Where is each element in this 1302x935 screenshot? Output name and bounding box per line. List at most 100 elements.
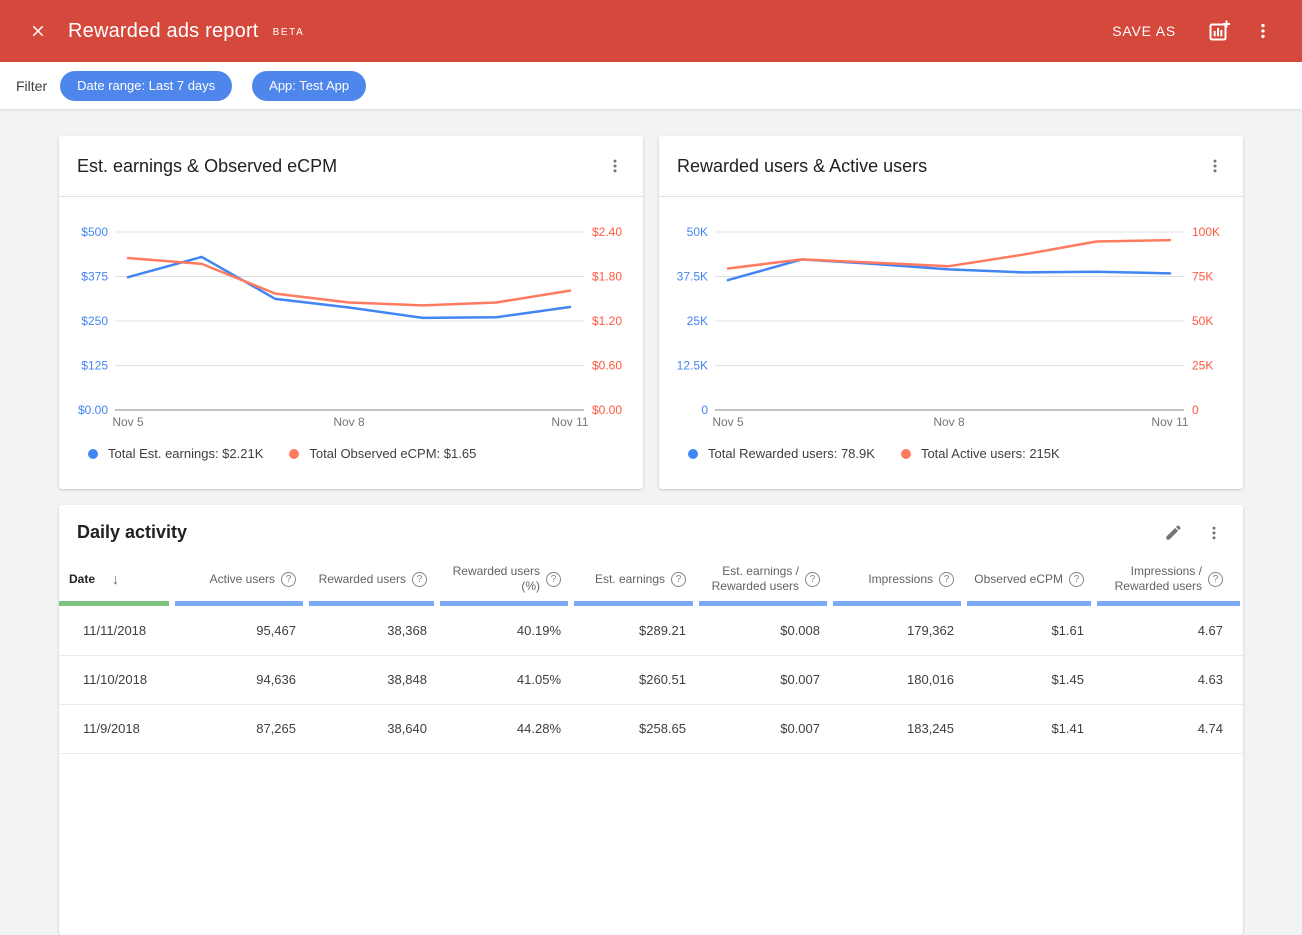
column-header-impressions[interactable]: Impressions? xyxy=(830,560,964,606)
help-icon[interactable]: ? xyxy=(939,571,954,587)
left-axis-tick-label: $0.00 xyxy=(78,403,108,417)
chart-card-header: Est. earnings & Observed eCPM xyxy=(59,136,643,197)
chart-menu-button[interactable] xyxy=(603,154,627,178)
save-as-button[interactable]: SAVE AS xyxy=(1112,23,1176,39)
cell-impressions-per-rewarded-user: 4.63 xyxy=(1094,655,1243,705)
cell-active-users: 87,265 xyxy=(172,704,306,754)
cell-rewarded-users-pct: 40.19% xyxy=(437,606,571,656)
cell-earnings-per-rewarded-user: $0.007 xyxy=(696,704,830,754)
help-icon[interactable]: ? xyxy=(412,571,427,587)
filter-chip-app[interactable]: App: Test App xyxy=(252,70,367,101)
chart-card-rewarded-active-users: Rewarded users & Active users 50K 100K 37.… xyxy=(659,136,1243,489)
appbar-overflow-menu-button[interactable] xyxy=(1250,18,1276,44)
cell-rewarded-users: 38,368 xyxy=(306,606,437,656)
help-icon[interactable]: ? xyxy=(1208,571,1223,587)
right-axis-tick-label: $1.20 xyxy=(592,314,622,328)
line-chart-rewarded-active-users: 50K 100K 37.5K 75K 25K 50K 12.5K 25K 0 0 Nov 5 Nov … xyxy=(677,225,1220,429)
column-label: Rewarded users (%) xyxy=(452,564,540,593)
right-axis-tick-label: 50K xyxy=(1192,314,1213,328)
column-header-est-earnings[interactable]: Est. earnings? xyxy=(571,560,696,606)
right-axis-tick-label: 0 xyxy=(1192,403,1199,417)
column-underline xyxy=(309,601,434,606)
column-header-date[interactable]: Date ↓ xyxy=(59,560,172,606)
left-axis-tick-label: 0 xyxy=(701,403,708,417)
right-axis-tick-label: 100K xyxy=(1192,225,1220,239)
column-header-active-users[interactable]: Active users? xyxy=(172,560,306,606)
edit-table-button[interactable] xyxy=(1161,521,1185,545)
add-report-to-dashboard-button[interactable] xyxy=(1206,18,1232,44)
cell-active-users: 95,467 xyxy=(172,606,306,656)
close-button[interactable] xyxy=(28,21,48,41)
cell-earnings-per-rewarded-user: $0.008 xyxy=(696,606,830,656)
help-icon[interactable]: ? xyxy=(1069,571,1084,587)
column-label: Est. earnings xyxy=(594,571,665,586)
right-axis-tick-label: 25K xyxy=(1192,359,1213,373)
left-axis-tick-label: $375 xyxy=(81,270,108,284)
column-label: Impressions xyxy=(868,571,933,586)
chart-menu-button[interactable] xyxy=(1203,154,1227,178)
report-content: Est. earnings & Observed eCPM $500 $2.40 $… xyxy=(0,110,1302,935)
cell-date: 11/10/2018 xyxy=(59,655,172,705)
column-underline xyxy=(967,601,1091,606)
table-header-actions xyxy=(1161,521,1226,545)
kebab-icon xyxy=(1212,526,1216,539)
cell-rewarded-users: 38,640 xyxy=(306,704,437,754)
column-header-rewarded-users[interactable]: Rewarded users? xyxy=(306,560,437,606)
column-underline xyxy=(833,601,961,606)
table-row: 11/10/2018 94,636 38,848 41.05% $260.51 … xyxy=(59,655,1243,705)
cell-observed-ecpm: $1.45 xyxy=(964,655,1094,705)
cell-est-earnings: $260.51 xyxy=(571,655,696,705)
column-label: Est. earnings / Rewarded users xyxy=(711,564,799,593)
table-menu-button[interactable] xyxy=(1202,521,1226,545)
x-axis-tick-label: Nov 5 xyxy=(712,415,744,429)
column-header-earnings-per-rewarded-user[interactable]: Est. earnings / Rewarded users? xyxy=(696,560,830,606)
table-header-row: Date ↓ Active users? Rewarded users? xyxy=(59,560,1243,606)
cell-impressions: 180,016 xyxy=(830,655,964,705)
help-icon[interactable]: ? xyxy=(805,571,820,587)
help-icon[interactable]: ? xyxy=(671,571,686,587)
daily-activity-card: Daily activity Date ↓ xyxy=(59,505,1243,935)
table-row: 11/9/2018 87,265 38,640 44.28% $258.65 $… xyxy=(59,704,1243,754)
kebab-icon xyxy=(613,159,617,173)
help-icon[interactable]: ? xyxy=(546,571,561,587)
help-icon[interactable]: ? xyxy=(281,571,296,587)
page-title: Rewarded ads report xyxy=(68,19,259,42)
app-bar: Rewarded ads report BETA SAVE AS xyxy=(0,0,1302,62)
sort-descending-icon: ↓ xyxy=(112,571,120,587)
legend-label: Total Active users: 215K xyxy=(920,446,1060,461)
cell-est-earnings: $258.65 xyxy=(571,704,696,754)
x-axis-tick-label: Nov 5 xyxy=(112,415,144,429)
chart-title: Est. earnings & Observed eCPM xyxy=(77,155,338,176)
chart-card-header: Rewarded users & Active users xyxy=(659,136,1243,197)
legend-item: Total Rewarded users: 78.9K xyxy=(688,446,875,461)
legend-item: Total Est. earnings: $2.21K xyxy=(88,446,263,461)
right-axis-tick-label: 75K xyxy=(1192,270,1213,284)
table-row: 11/11/2018 95,467 38,368 40.19% $289.21 … xyxy=(59,606,1243,656)
column-header-impressions-per-rewarded-user[interactable]: Impressions / Rewarded users? xyxy=(1094,560,1243,606)
column-underline xyxy=(59,601,169,606)
column-underline xyxy=(574,601,693,606)
legend-dot-active-users xyxy=(900,448,911,459)
column-underline xyxy=(699,601,827,606)
cell-impressions: 179,362 xyxy=(830,606,964,656)
chart-card-earnings-ecpm: Est. earnings & Observed eCPM $500 $2.40 $… xyxy=(59,136,643,489)
legend-label: Total Rewarded users: 78.9K xyxy=(708,446,875,461)
right-axis-tick-label: $2.40 xyxy=(592,225,622,239)
left-axis-tick-label: 25K xyxy=(687,314,708,328)
column-header-rewarded-users-pct[interactable]: Rewarded users (%)? xyxy=(437,560,571,606)
column-header-observed-ecpm[interactable]: Observed eCPM? xyxy=(964,560,1094,606)
chart-add-icon xyxy=(1209,20,1230,41)
cell-impressions-per-rewarded-user: 4.74 xyxy=(1094,704,1243,754)
chart-legend: Total Est. earnings: $2.21K Total Observ… xyxy=(59,434,643,461)
x-axis-tick-label: Nov 11 xyxy=(1151,415,1188,429)
legend-item: Total Observed eCPM: $1.65 xyxy=(289,446,476,461)
series-line-observed-ecpm xyxy=(126,256,572,307)
column-label: Impressions / Rewarded users xyxy=(1114,564,1202,593)
legend-label: Total Est. earnings: $2.21K xyxy=(108,446,264,461)
kebab-icon xyxy=(1261,23,1265,39)
pencil-icon xyxy=(1165,525,1181,540)
left-axis-tick-label: 37.5K xyxy=(677,270,708,284)
filter-chip-date-range[interactable]: Date range: Last 7 days xyxy=(60,70,233,101)
right-axis-tick-label: $0.00 xyxy=(592,403,622,417)
filter-label: Filter xyxy=(16,77,48,94)
